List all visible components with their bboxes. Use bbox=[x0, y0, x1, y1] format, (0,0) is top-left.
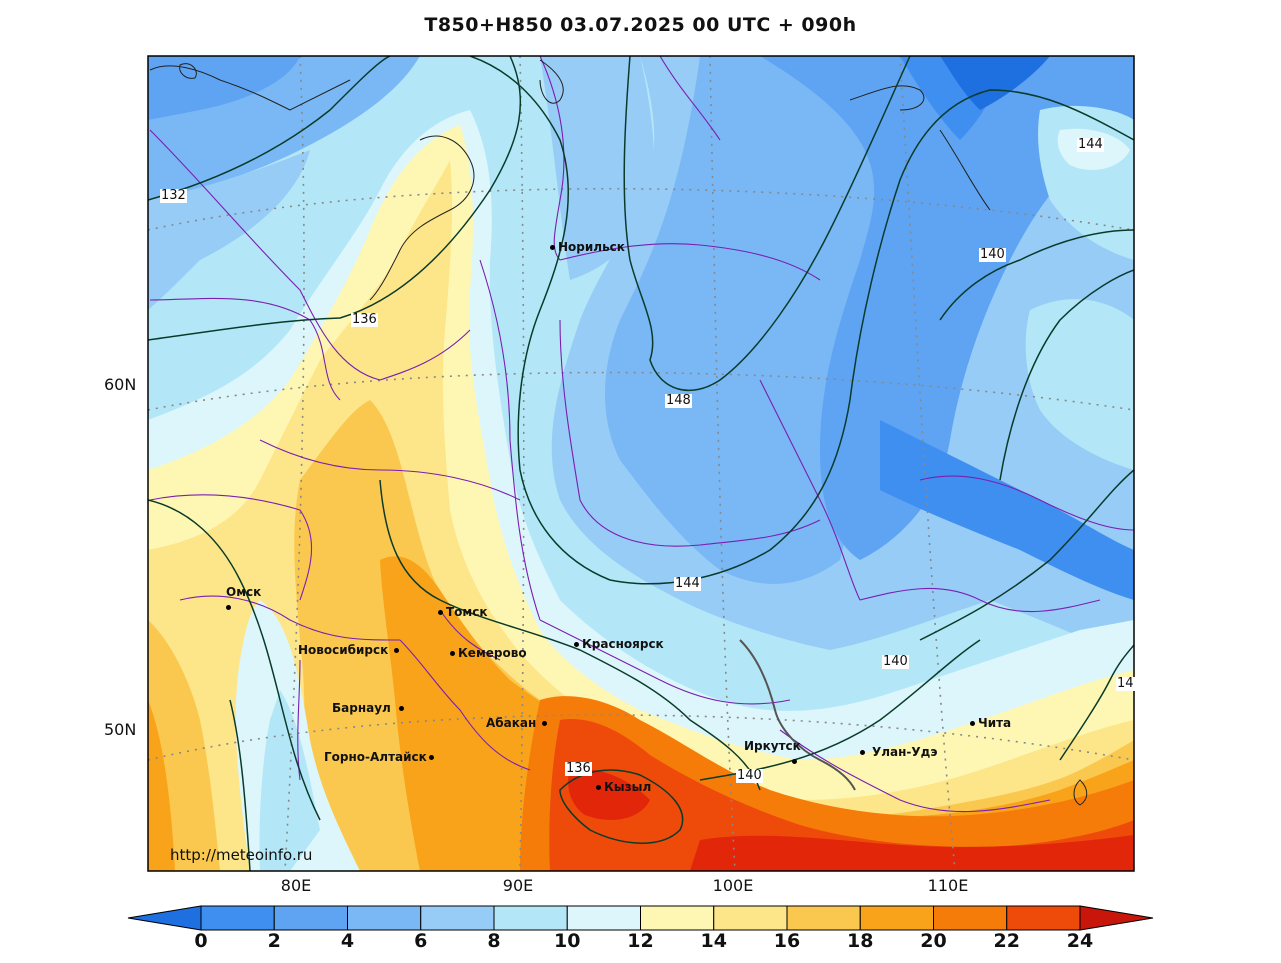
map-title: T850+H850 03.07.2025 00 UTC + 090h bbox=[424, 14, 857, 36]
colorbar-tick-label: 20 bbox=[920, 930, 947, 952]
city-label: Чита bbox=[978, 716, 1012, 730]
city-dot bbox=[970, 721, 975, 726]
city-gorno-altaysk: Горно-Алтайск bbox=[324, 750, 437, 764]
colorbar-tick-label: 2 bbox=[267, 930, 281, 952]
colorbar-bin bbox=[200, 905, 275, 931]
source-credit: http://meteoinfo.ru bbox=[170, 846, 313, 864]
city-dot bbox=[450, 651, 455, 656]
city-kyzyl: Кызыл bbox=[596, 780, 651, 794]
colorbar bbox=[127, 905, 1154, 931]
colorbar-tick-label: 8 bbox=[487, 930, 501, 952]
city-label: Иркутск bbox=[744, 739, 801, 753]
colorbar-bin bbox=[493, 905, 568, 931]
lon-label-80e: 80E bbox=[280, 876, 312, 895]
lon-label-100e: 100E bbox=[712, 876, 754, 895]
colorbar-bin bbox=[273, 905, 348, 931]
coastlines bbox=[149, 59, 1088, 806]
city-barnaul: Барнаул bbox=[332, 701, 407, 715]
admin-boundaries bbox=[149, 56, 1134, 813]
colorbar-bin bbox=[1006, 905, 1081, 931]
city-dot bbox=[398, 706, 404, 711]
city-irkutsk: Иркутск bbox=[744, 739, 801, 753]
colorbar-bin bbox=[933, 905, 1008, 931]
city-irkutsk-dot bbox=[792, 754, 800, 768]
colorbar-extend-low bbox=[127, 905, 202, 931]
lon-label-90e: 90E bbox=[502, 876, 534, 895]
isohypse-label: 136 bbox=[565, 761, 592, 776]
isohypse-label: 148 bbox=[665, 393, 692, 408]
city-label: Омск bbox=[226, 585, 262, 599]
city-krasnoyarsk: Красноярск bbox=[574, 637, 664, 651]
colorbar-tick-label: 16 bbox=[773, 930, 801, 952]
city-label: Томск bbox=[446, 605, 488, 619]
city-chita: Чита bbox=[970, 716, 1011, 730]
city-label: Новосибирск bbox=[298, 643, 389, 657]
city-norilsk: Норильск bbox=[550, 240, 625, 254]
colorbar-bin bbox=[859, 905, 934, 931]
colorbar-tick-label: 22 bbox=[993, 930, 1020, 952]
isohypse-label: 140 bbox=[882, 654, 909, 669]
city-kemerovo: Кемерово bbox=[450, 646, 527, 660]
city-dot bbox=[394, 648, 400, 653]
lat-label-60n: 60N bbox=[104, 375, 137, 394]
lat-label-50n: 50N bbox=[104, 720, 137, 739]
isohypse-label: 140 bbox=[736, 768, 763, 783]
city-label: Горно-Алтайск bbox=[324, 750, 427, 764]
city-label: Кызыл bbox=[604, 780, 652, 794]
city-label: Норильск bbox=[558, 240, 625, 254]
city-omsk: Омск bbox=[226, 585, 261, 599]
city-label: Кемерово bbox=[458, 646, 527, 660]
lon-label-110e: 110E bbox=[927, 876, 969, 895]
colorbar-tick-label: 10 bbox=[554, 930, 581, 952]
colorbar-bin bbox=[420, 905, 495, 931]
colorbar-bin bbox=[640, 905, 715, 931]
city-ulan-ude: Улан-Удэ bbox=[860, 745, 937, 759]
city-dot bbox=[226, 605, 231, 610]
graticule bbox=[148, 56, 1134, 871]
isohypse-label: 14 bbox=[1116, 676, 1135, 691]
city-dot bbox=[438, 610, 443, 615]
city-dot bbox=[428, 755, 434, 760]
city-dot bbox=[574, 642, 579, 647]
city-label: Красноярск bbox=[582, 637, 664, 651]
city-omsk-dot bbox=[226, 600, 234, 614]
city-dot bbox=[596, 785, 601, 790]
city-dot bbox=[792, 759, 797, 764]
colorbar-tick-label: 6 bbox=[414, 930, 428, 952]
colorbar-tick-label: 12 bbox=[627, 930, 654, 952]
city-dot bbox=[860, 750, 865, 755]
colorbar-bin bbox=[713, 905, 788, 931]
colorbar-tick-label: 4 bbox=[340, 930, 355, 952]
city-abakan: Абакан bbox=[486, 716, 550, 730]
city-dot bbox=[542, 721, 548, 726]
isohypse-label: 136 bbox=[351, 312, 378, 327]
city-label: Барнаул bbox=[332, 701, 391, 715]
colorbar-bin bbox=[566, 905, 641, 931]
city-novosibirsk: Новосибирск bbox=[298, 643, 402, 657]
city-tomsk: Томск bbox=[438, 605, 488, 619]
city-label: Абакан bbox=[486, 716, 537, 730]
colorbar-extend-high bbox=[1079, 905, 1154, 931]
isohypse-label: 132 bbox=[160, 188, 187, 203]
colorbar-tick-label: 18 bbox=[847, 930, 874, 952]
isohypse-label: 144 bbox=[1077, 137, 1104, 152]
colorbar-tick-label: 24 bbox=[1066, 930, 1094, 952]
colorbar-tick-label: 0 bbox=[194, 930, 208, 952]
colorbar-bin bbox=[347, 905, 422, 931]
city-label: Улан-Удэ bbox=[872, 745, 938, 759]
isohypse-label: 144 bbox=[674, 576, 701, 591]
city-dot bbox=[550, 245, 555, 250]
colorbar-bin bbox=[786, 905, 861, 931]
baikal-lake bbox=[739, 639, 856, 791]
temperature-field bbox=[148, 56, 1134, 871]
colorbar-tick-label: 14 bbox=[700, 930, 727, 952]
isohypse-label: 140 bbox=[979, 247, 1006, 262]
